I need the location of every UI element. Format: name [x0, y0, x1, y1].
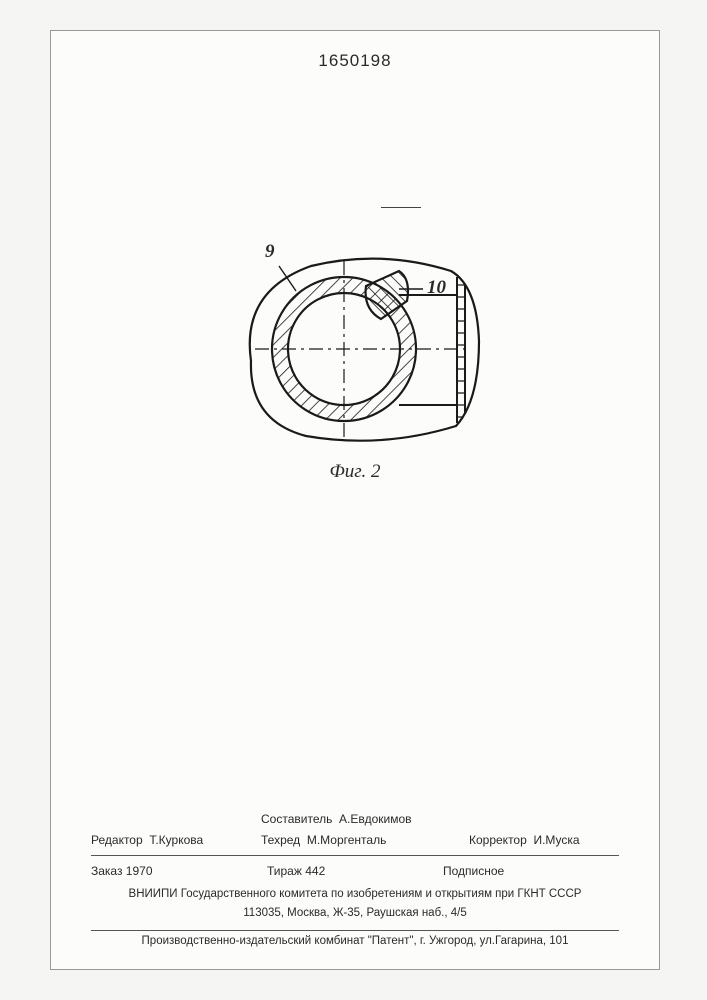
editor-name: Т.Куркова	[149, 833, 203, 847]
divider-1	[91, 855, 619, 856]
vnipi-line1: ВНИИПИ Государственного комитета по изоб…	[91, 886, 619, 902]
figure-2: 9 10	[221, 231, 501, 461]
techred-name: М.Моргенталь	[307, 833, 387, 847]
figure-caption: Фиг. 2	[51, 461, 659, 483]
podpisnoe: Подписное	[443, 863, 619, 880]
composer-name: А.Евдокимов	[339, 812, 412, 826]
label-10: 10	[427, 277, 446, 299]
composer-label: Составитель	[261, 812, 332, 826]
label-9: 9	[265, 241, 275, 263]
patent-number: 1650198	[51, 51, 659, 71]
publication-footer: Составитель А.Евдокимов Редактор Т.Курко…	[91, 809, 619, 921]
corrector-name: И.Муска	[533, 833, 579, 847]
corrector-label: Корректор	[469, 833, 527, 847]
vnipi-line2: 113035, Москва, Ж-35, Раушская наб., 4/5	[91, 905, 619, 921]
leader-9	[279, 266, 296, 291]
tirazh: Тираж 442	[267, 863, 443, 880]
flange-ticks	[457, 285, 465, 417]
top-tick	[381, 207, 421, 209]
techred-label: Техред	[261, 833, 300, 847]
editor-label: Редактор	[91, 833, 143, 847]
zakaz: Заказ 1970	[91, 863, 267, 880]
patent-page: 1650198	[50, 30, 660, 970]
printer-line: Производственно-издательский комбинат "П…	[91, 930, 619, 947]
